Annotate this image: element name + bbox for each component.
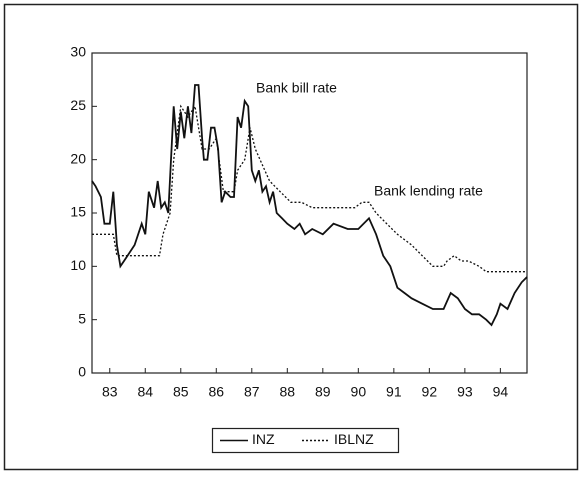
x-tick-label: 88 [280, 384, 296, 400]
y-tick-label: 20 [70, 150, 86, 166]
y-tick-label: 25 [70, 97, 86, 113]
y-tick-label: 0 [78, 364, 86, 380]
line [92, 104, 527, 273]
line [91, 84, 528, 327]
y-tick-label: 10 [70, 257, 86, 273]
x-tick-label: 84 [137, 384, 153, 400]
frame [3, 3, 579, 471]
x-tick-label: 90 [351, 384, 367, 400]
x-tick-label: 93 [457, 384, 473, 400]
x-tick-label: 83 [102, 384, 118, 400]
x-tick-label: 94 [493, 384, 509, 400]
legend-label: INZ [252, 431, 275, 447]
annotation: Bank bill rate [256, 80, 337, 96]
y-tick-label: 30 [70, 44, 86, 60]
legend-label: IBLNZ [334, 431, 374, 447]
x-tick-label: 87 [244, 384, 260, 400]
annotation: Bank lending rate [374, 183, 483, 199]
y-tick-label: 15 [70, 204, 86, 220]
plot-area [91, 52, 528, 374]
x-tick-label: 89 [315, 384, 331, 400]
x-tick-label: 85 [173, 384, 189, 400]
y-tick-label: 5 [78, 310, 86, 326]
x-tick-label: 92 [422, 384, 438, 400]
x-tick-label: 86 [208, 384, 224, 400]
legend [211, 427, 400, 454]
x-tick-label: 91 [386, 384, 402, 400]
